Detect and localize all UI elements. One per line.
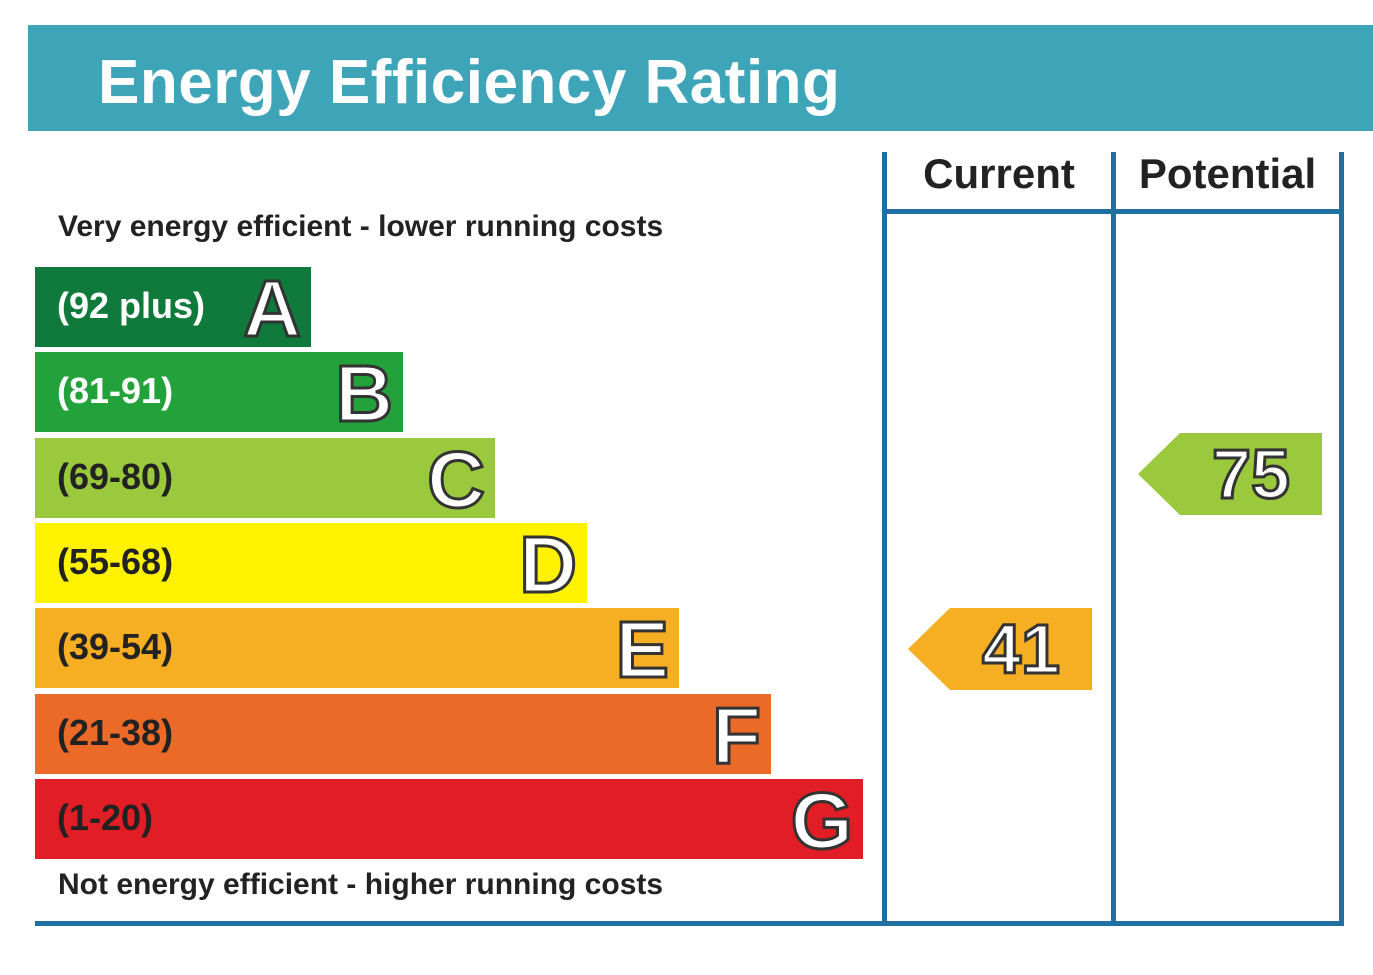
current-column-header: Current xyxy=(923,150,1075,197)
top-caption: Very energy efficient - lower running co… xyxy=(58,210,664,243)
band-d: (55-68) D xyxy=(35,519,587,611)
baseline xyxy=(35,921,1344,926)
band-letter: A xyxy=(242,263,303,355)
potential-rating-value: 75 xyxy=(1211,434,1292,515)
chart-title: Energy Efficiency Rating xyxy=(98,48,841,117)
potential-column-header: Potential xyxy=(1138,150,1317,197)
band-range-label: (55-68) xyxy=(57,541,174,582)
band-f: (21-38) F xyxy=(35,690,771,782)
current-rating-arrow-shape xyxy=(908,608,1092,690)
current-column-left-line xyxy=(882,152,887,924)
band-e: (39-54) E xyxy=(35,604,679,696)
column-divider-line xyxy=(1111,152,1116,924)
potential-rating-arrow-shape xyxy=(1138,433,1322,515)
band-g: (1-20) G xyxy=(35,775,863,867)
current-rating-arrow: 41 xyxy=(908,608,1092,690)
band-letter: C xyxy=(426,434,487,526)
potential-column-right-line xyxy=(1339,152,1344,924)
band-letter: B xyxy=(334,348,395,440)
band-range-label: (81-91) xyxy=(57,370,174,411)
title-bar: Energy Efficiency Rating xyxy=(28,25,1373,131)
band-a: (92 plus) A xyxy=(35,263,311,355)
band-letter: E xyxy=(614,604,670,696)
band-c: (69-80) C xyxy=(35,434,495,526)
band-letter: G xyxy=(789,775,854,867)
band-b: (81-91) B xyxy=(35,348,403,440)
bottom-caption: Not energy efficient - higher running co… xyxy=(58,868,664,901)
band-range-label: (1-20) xyxy=(57,797,154,838)
current-rating-value: 41 xyxy=(981,609,1062,690)
header-underline xyxy=(882,209,1344,214)
potential-rating-arrow: 75 xyxy=(1138,433,1322,515)
band-range-label: (69-80) xyxy=(57,456,174,497)
band-letter: F xyxy=(711,690,763,782)
band-range-label: (39-54) xyxy=(57,626,174,667)
band-range-label: (21-38) xyxy=(57,712,174,753)
band-letter: D xyxy=(518,519,579,611)
band-range-label: (92 plus) xyxy=(57,285,206,326)
